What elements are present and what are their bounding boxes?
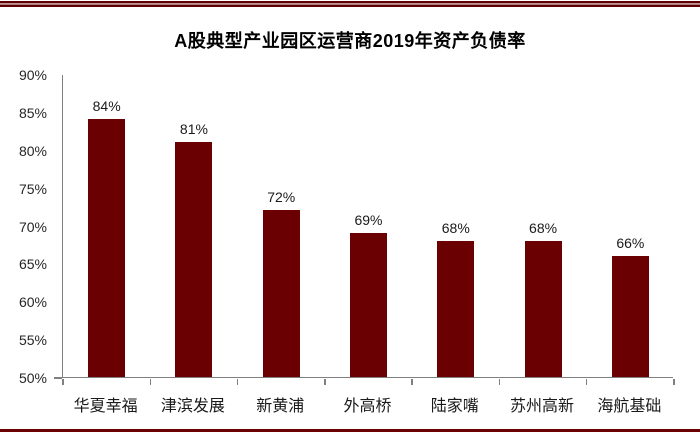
x-axis-tick (324, 378, 326, 385)
top-divider (0, 1, 700, 7)
bar-value-label: 84% (92, 98, 121, 115)
bar-value-label: 69% (354, 212, 383, 229)
y-axis-tick-label: 50% (18, 370, 47, 386)
y-axis-tick-label: 55% (18, 332, 47, 349)
y-axis-tick-label: 70% (18, 218, 47, 235)
bar (611, 255, 649, 377)
y-axis-tick-label: 80% (18, 142, 47, 159)
x-axis-tick (411, 378, 413, 385)
x-axis-category-label: 海航基础 (597, 398, 662, 415)
x-axis-category-label: 津滨发展 (160, 398, 225, 415)
x-axis-category-label: 陆家嘴 (430, 398, 479, 415)
x-axis-category-label: 华夏幸福 (73, 398, 138, 415)
x-axis-tick (236, 378, 239, 385)
bar-value-label: 72% (267, 189, 296, 206)
bar (262, 210, 300, 377)
y-axis-tick-label: 75% (18, 180, 47, 197)
bar (350, 233, 387, 377)
bar (524, 240, 562, 377)
chart-title: A股典型产业园区运营商2019年资产负债率 (174, 31, 526, 51)
y-axis-tick-label: 65% (18, 256, 47, 273)
y-axis-tick-label: 90% (18, 67, 47, 83)
bar-value-label: 81% (179, 121, 208, 138)
x-axis-category-label: 外高桥 (343, 398, 392, 415)
x-axis-tick (498, 378, 501, 385)
x-axis-category-label: 苏州高新 (510, 398, 575, 415)
x-axis-category-label: 新黄浦 (256, 398, 305, 415)
bar-value-label: 68% (441, 219, 470, 236)
x-axis-tick (585, 378, 588, 385)
y-axis-corner-tick (53, 377, 62, 379)
bar (175, 142, 213, 377)
bottom-divider (0, 429, 700, 432)
bar (437, 240, 475, 377)
plot-area: 84% 81% 72% 69% 68% 68% 66% (53, 75, 675, 385)
bar (88, 119, 126, 377)
x-axis-tick (149, 378, 152, 385)
x-axis-tick (673, 378, 675, 385)
x-axis-tick (62, 378, 64, 385)
bar-value-label: 68% (529, 219, 558, 236)
bar-value-label: 66% (616, 234, 645, 251)
y-axis-tick-label: 85% (18, 104, 47, 121)
y-axis-tick-label: 60% (18, 294, 47, 311)
